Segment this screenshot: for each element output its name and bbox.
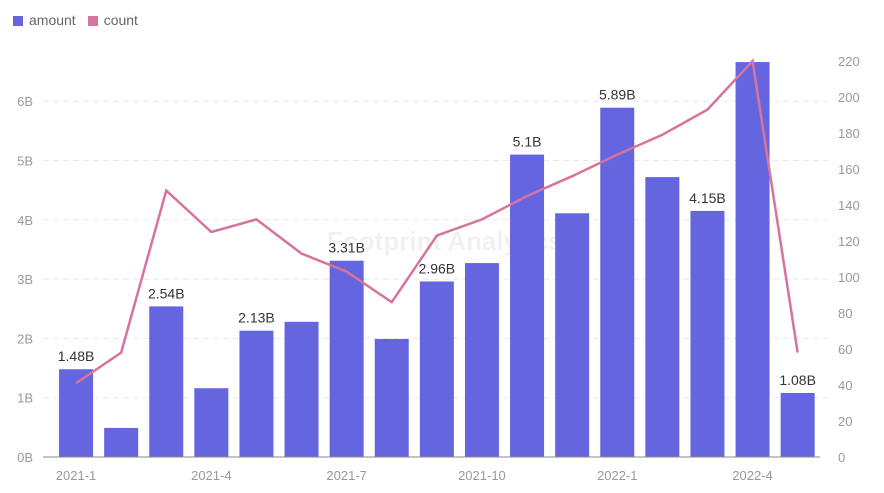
y-right-tick-label: 200 xyxy=(838,90,860,105)
amount-swatch xyxy=(13,16,23,26)
y-right-tick-label: 220 xyxy=(838,54,860,69)
data-label: 2.13B xyxy=(238,310,275,326)
y-left-tick-label: 6B xyxy=(17,94,33,109)
y-right-tick-label: 0 xyxy=(838,450,845,465)
bar-2022-5 xyxy=(780,392,815,457)
y-right-tick-label: 140 xyxy=(838,198,860,213)
bar-2021-6 xyxy=(284,321,319,457)
bar-2021-8 xyxy=(374,338,409,457)
bar-2021-3 xyxy=(149,306,184,457)
y-right-tick-label: 60 xyxy=(838,342,852,357)
bar-2022-3 xyxy=(690,210,725,457)
data-label: 2.54B xyxy=(148,285,185,301)
y-right-tick-label: 120 xyxy=(838,234,860,249)
data-label: 5.1B xyxy=(513,134,542,150)
y-right-tick-label: 40 xyxy=(838,378,852,393)
y-right-tick-label: 160 xyxy=(838,162,860,177)
bar-2021-4 xyxy=(194,388,229,457)
bar-2021-2 xyxy=(104,427,139,457)
legend-item-count[interactable]: count xyxy=(87,12,138,28)
x-tick-label: 2021-1 xyxy=(56,468,96,483)
bar-2021-1 xyxy=(59,369,94,457)
count-swatch xyxy=(87,16,98,26)
y-left-tick-label: 5B xyxy=(17,154,33,169)
y-left-tick-label: 4B xyxy=(17,213,33,228)
x-tick-label: 2022-1 xyxy=(597,468,637,483)
y-left-tick-label: 1B xyxy=(17,391,33,406)
bar-2022-1 xyxy=(600,107,635,458)
data-label: 2.96B xyxy=(419,260,456,276)
y-right-tick-label: 80 xyxy=(838,306,852,321)
bar-2021-10 xyxy=(464,263,499,457)
legend-item-amount[interactable]: amount xyxy=(13,12,76,28)
bar-2021-9 xyxy=(419,281,454,457)
bar-2021-11 xyxy=(510,154,545,457)
x-tick-label: 2021-7 xyxy=(326,468,366,483)
data-label: 4.15B xyxy=(689,190,726,206)
data-label: 1.08B xyxy=(779,372,816,388)
y-left-tick-label: 3B xyxy=(17,272,33,287)
y-left-tick-label: 0B xyxy=(17,450,33,465)
data-label: 3.31B xyxy=(328,240,365,256)
y-right-tick-label: 100 xyxy=(838,270,860,285)
data-label: 1.48B xyxy=(58,348,95,364)
bar-2021-12 xyxy=(555,213,590,457)
x-tick-label: 2021-10 xyxy=(458,468,506,483)
bar-2021-7 xyxy=(329,260,364,457)
y-right-tick-label: 20 xyxy=(838,414,852,429)
x-tick-label: 2021-4 xyxy=(191,468,231,483)
x-tick-label: 2022-4 xyxy=(732,468,772,483)
bar-2022-2 xyxy=(645,177,680,457)
legend: amount count xyxy=(13,12,138,28)
bar-2021-5 xyxy=(239,330,274,457)
data-label: 5.89B xyxy=(599,87,636,103)
y-right-tick-label: 180 xyxy=(838,126,860,141)
bar-2022-4 xyxy=(735,62,770,457)
y-left-tick-label: 2B xyxy=(17,331,33,346)
